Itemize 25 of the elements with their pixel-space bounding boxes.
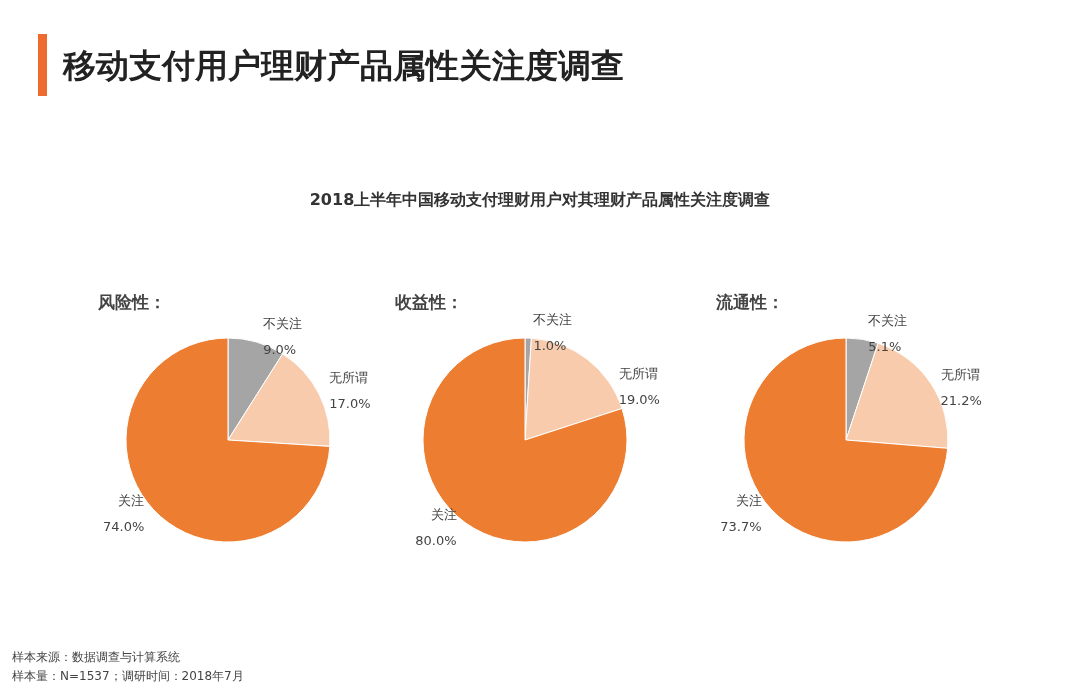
chart-title: 收益性： xyxy=(395,291,463,312)
text: 2018上半年中国移动支付理财用户对其理财产品属性关注度调查 xyxy=(308,190,772,211)
chart-title: 风险性： xyxy=(97,291,166,312)
slice-label: 无所谓 xyxy=(329,370,369,386)
chart-title: 流通性： xyxy=(715,291,784,312)
text: 样本来源：数据调查与计算系统 xyxy=(12,649,181,666)
data-label: 5.1% xyxy=(868,338,902,354)
data-label: 1.0% xyxy=(533,337,567,353)
slice-label: 不关注 xyxy=(263,315,303,331)
slice-label: 关注 xyxy=(735,492,762,508)
data-label: 80.0% xyxy=(415,532,457,548)
data-label: 17.0% xyxy=(329,396,371,412)
slice-label: 无所谓 xyxy=(618,365,658,381)
slice-label: 关注 xyxy=(118,493,145,509)
data-label: 21.2% xyxy=(940,392,982,408)
data-label: 74.0% xyxy=(102,519,145,535)
data-label: 9.0% xyxy=(263,341,297,357)
data-label: 73.7% xyxy=(720,518,762,534)
slice-label: 不关注 xyxy=(533,311,573,327)
slice-label: 不关注 xyxy=(868,312,908,328)
slice-label: 关注 xyxy=(430,506,457,522)
slice-label: 无所谓 xyxy=(940,366,980,382)
text: 移动支付用户理财产品属性关注度调查 xyxy=(63,45,624,87)
data-label: 19.0% xyxy=(618,391,660,407)
text: 样本量：N=1537；调研时间：2018年7月 xyxy=(12,668,244,685)
